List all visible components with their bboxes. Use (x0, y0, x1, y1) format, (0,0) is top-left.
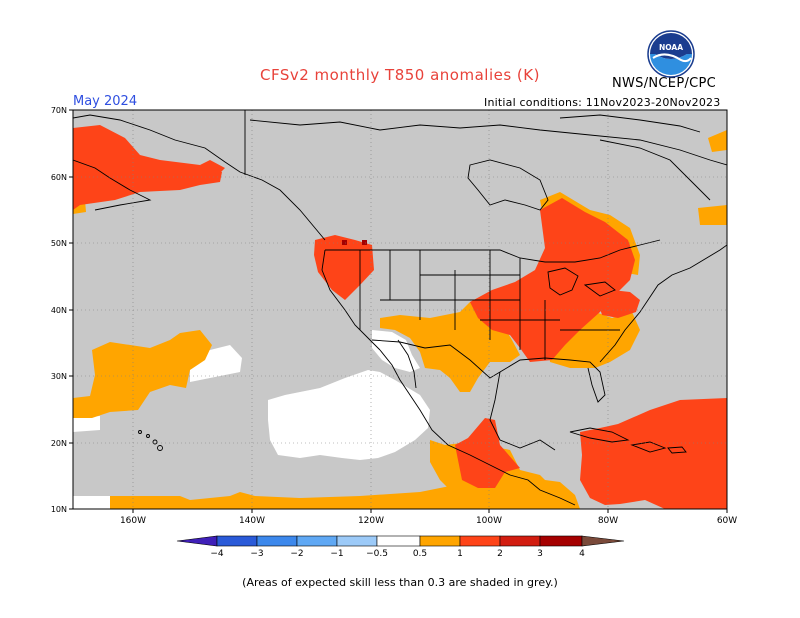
anomaly-2-to-3-areas (342, 240, 367, 245)
map-title: CFSv2 monthly T850 anomalies (K) (260, 66, 540, 84)
noaa-logo: NOAA (647, 30, 695, 78)
lat-label-70n: 70N (51, 106, 67, 115)
anomaly-1-to-2-areas (73, 125, 727, 509)
colorbar-segment (256, 535, 298, 547)
colorbar-label: 0.5 (413, 549, 427, 559)
lat-label-10n: 10N (51, 505, 67, 514)
lon-label-60w: 60W (717, 516, 737, 526)
colorbar-label: −3 (250, 549, 263, 559)
lat-label-30n: 30N (51, 372, 67, 381)
lon-label-160w: 160W (120, 516, 146, 526)
lat-label-60n: 60N (51, 173, 67, 182)
colorbar-segment (376, 535, 421, 547)
lon-label-80w: 80W (598, 516, 618, 526)
lon-label-120w: 120W (358, 516, 384, 526)
logo-text: NOAA (659, 43, 683, 52)
lat-label-40n: 40N (51, 306, 67, 315)
agency-label: NWS/NCEP/CPC (612, 76, 717, 91)
colorbar: −4 −3 −2 −1 −0.5 0.5 1 2 3 4 (176, 535, 625, 559)
valid-month-label: May 2024 (73, 94, 138, 109)
colorbar-label: −0.5 (366, 549, 388, 559)
colorbar-label: −2 (290, 549, 303, 559)
lat-label-20n: 20N (51, 439, 67, 448)
lon-label-140w: 140W (239, 516, 265, 526)
colorbar-arrow-low (176, 535, 218, 547)
initial-conditions-label: Initial conditions: 11Nov2023-20Nov2023 (484, 96, 721, 109)
lon-label-100w: 100W (476, 516, 502, 526)
colorbar-segment (459, 535, 501, 547)
colorbar-label: 1 (457, 549, 463, 559)
graticule (73, 110, 727, 509)
colorbar-label: 2 (497, 549, 503, 559)
axis-ticks (69, 109, 728, 513)
colorbar-segment (296, 535, 338, 547)
lat-label-50n: 50N (51, 239, 67, 248)
colorbar-segment (539, 535, 583, 547)
colorbar-label: 4 (579, 549, 585, 559)
colorbar-label: 3 (537, 549, 543, 559)
neutral-areas (73, 330, 430, 509)
skill-footnote: (Areas of expected skill less than 0.3 a… (242, 576, 558, 589)
coastlines-and-borders (73, 110, 727, 506)
colorbar-segment (336, 535, 378, 547)
colorbar-segment (499, 535, 541, 547)
colorbar-label: −4 (210, 549, 224, 559)
colorbar-label: −1 (330, 549, 343, 559)
colorbar-arrow-high (581, 535, 625, 547)
colorbar-segment (216, 535, 258, 547)
colorbar-segment (419, 535, 461, 547)
